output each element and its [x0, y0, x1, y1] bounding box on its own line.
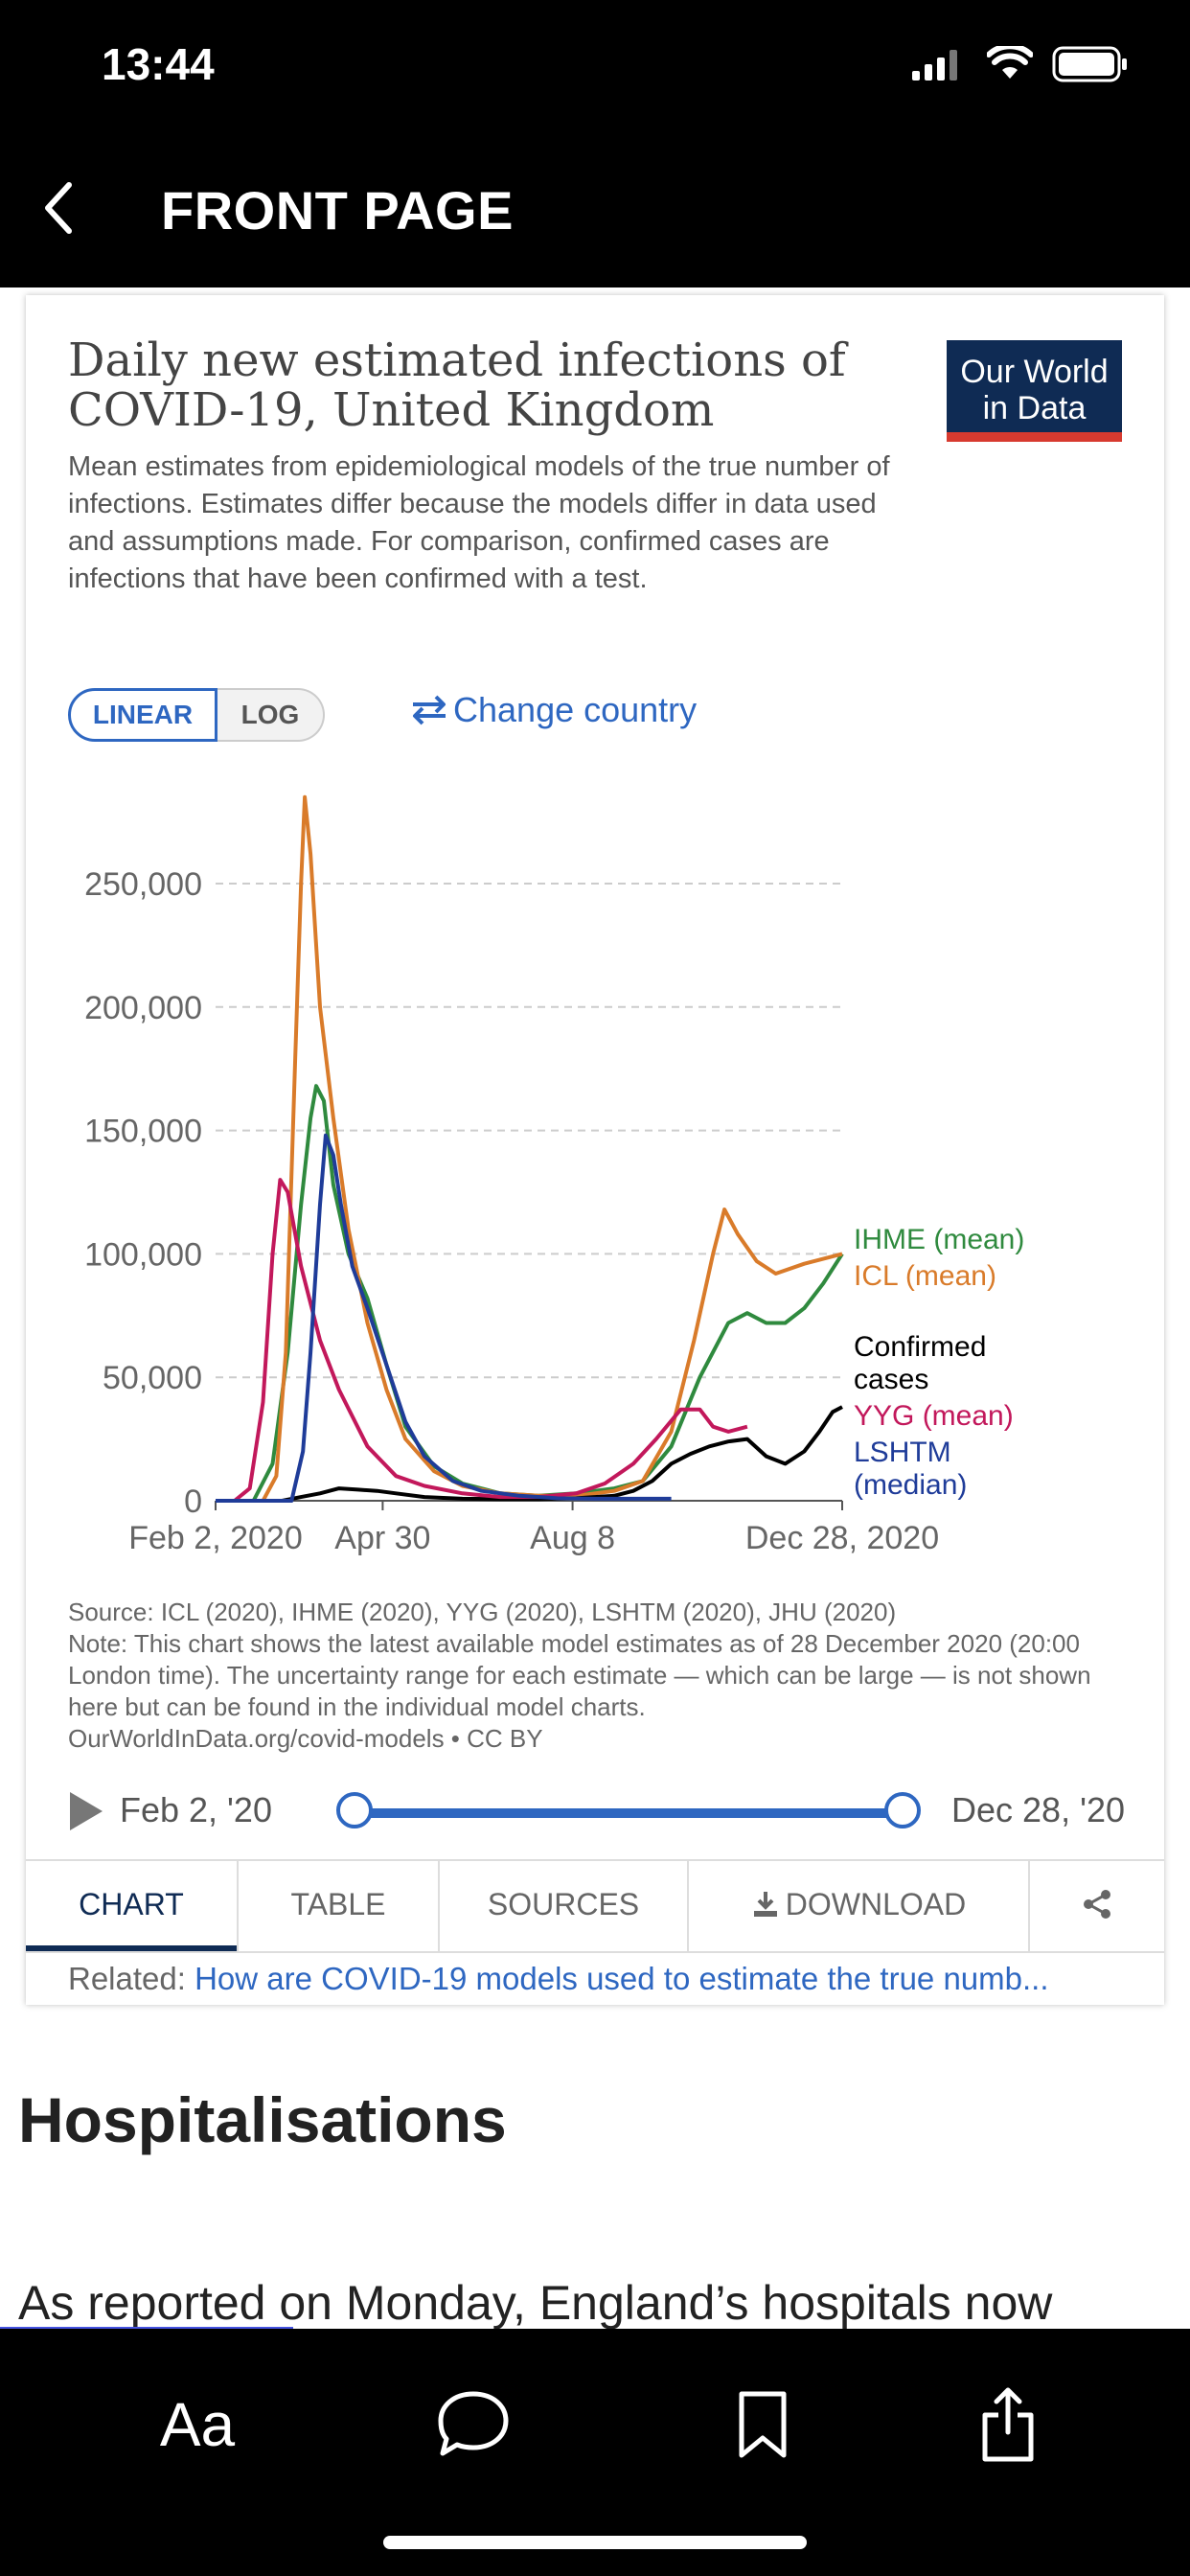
x-tick-label: Aug 8	[530, 1520, 615, 1556]
legend-label: LSHTM	[854, 1437, 951, 1468]
tab-download-label: DOWNLOAD	[785, 1887, 967, 1921]
play-icon[interactable]	[68, 1792, 103, 1830]
wifi-icon	[987, 46, 1033, 79]
chart-subtitle: Mean estimates from epidemiological mode…	[68, 451, 890, 594]
legend-label: YYG (mean)	[854, 1400, 1014, 1432]
chart-title: Daily new estimated infections of COVID-…	[68, 334, 846, 437]
series-line-confirmed-cases	[216, 1405, 843, 1503]
tab-download[interactable]: DOWNLOAD	[687, 1861, 1028, 1951]
legend-label: IHME (mean)	[854, 1224, 1024, 1255]
y-tick-label: 0	[184, 1484, 202, 1520]
x-tick-label: Dec 28, 2020	[745, 1520, 939, 1556]
bookmark-icon	[739, 2391, 787, 2458]
owid-logo-line2: in Data	[982, 390, 1087, 426]
tab-chart-label: CHART	[79, 1887, 184, 1921]
timeline-start-label: Feb 2, '20	[120, 1790, 272, 1829]
signal-icon	[912, 50, 957, 80]
swap-arrows-icon	[413, 695, 446, 725]
y-tick-label: 100,000	[84, 1236, 202, 1273]
legend-label: Confirmed	[854, 1331, 986, 1363]
y-tick-label: 200,000	[84, 990, 202, 1026]
legend-label: (median)	[854, 1469, 967, 1501]
change-country-button[interactable]: Change country	[409, 690, 697, 730]
timeline-end-handle[interactable]	[884, 1792, 921, 1828]
series-line-icl-mean	[216, 794, 843, 1503]
article-paragraph: As reported on Monday, England’s hospita…	[18, 2276, 1053, 2330]
y-tick-label: 50,000	[103, 1360, 202, 1396]
owid-logo[interactable]: Our World in Data	[947, 340, 1122, 442]
timeline-track[interactable]	[352, 1808, 898, 1818]
linear-toggle-button[interactable]: LINEAR	[68, 688, 217, 742]
share-icon	[1084, 1890, 1110, 1919]
timeline-start-handle[interactable]	[336, 1792, 373, 1828]
owid-logo-line1: Our World	[960, 354, 1109, 390]
related-link[interactable]: How are COVID-19 models used to estimate…	[195, 1961, 1049, 1996]
share-upload-icon	[982, 2387, 1034, 2462]
scale-toggle: LINEAR LOG	[68, 688, 325, 742]
status-bar: 13:44	[0, 0, 1190, 129]
bookmark-button[interactable]	[705, 2367, 820, 2482]
share-button[interactable]	[950, 2367, 1065, 2482]
back-chevron-icon[interactable]	[38, 179, 77, 237]
chart-tabs: CHART TABLE SOURCES DOWNLOAD	[26, 1859, 1164, 1953]
y-tick-label: 250,000	[84, 866, 202, 903]
source-note: Source: ICL (2020), IHME (2020), YYG (20…	[68, 1598, 1091, 1753]
change-country-label: Change country	[453, 690, 698, 729]
log-toggle-button[interactable]: LOG	[217, 688, 325, 742]
legend-label: ICL (mean)	[854, 1260, 996, 1292]
nav-bar: FRONT PAGE	[0, 129, 1190, 288]
tab-table-label: TABLE	[290, 1887, 386, 1921]
home-indicator	[383, 2536, 807, 2549]
line-chart[interactable]: 0 50,000 100,000 150,000 200,000 250,000 Feb 2…	[26, 755, 1164, 1560]
tab-chart[interactable]: CHART	[26, 1861, 237, 1951]
download-icon	[753, 1892, 777, 1917]
series-line-yyg-mean	[216, 1178, 748, 1503]
section-heading: Hospitalisations	[18, 2084, 507, 2155]
x-tick-label: Apr 30	[334, 1520, 430, 1556]
tab-sources-label: SOURCES	[487, 1887, 640, 1921]
timeline-end-label: Dec 28, '20	[951, 1790, 1125, 1829]
bottom-toolbar: Aa	[0, 2329, 1190, 2576]
y-tick-label: 150,000	[84, 1114, 202, 1150]
comment-bubble-icon	[438, 2391, 509, 2456]
related-label: Related:	[68, 1961, 186, 1996]
font-size-button[interactable]: Aa	[159, 2390, 236, 2459]
series-line-lshtm-median	[216, 1133, 672, 1503]
comments-button[interactable]	[416, 2367, 531, 2482]
timeline-slider[interactable]: Feb 2, '20 Dec 28, '20	[68, 1781, 1151, 1838]
tab-table[interactable]: TABLE	[237, 1861, 438, 1951]
chart-card: Daily new estimated infections of COVID-…	[26, 295, 1164, 2005]
legend-label: cases	[854, 1364, 928, 1395]
nav-title: FRONT PAGE	[161, 180, 514, 241]
related-line: Related: How are COVID-19 models used to…	[68, 1961, 1049, 1997]
tab-share[interactable]	[1028, 1861, 1164, 1951]
tab-sources[interactable]: SOURCES	[438, 1861, 687, 1951]
status-time: 13:44	[102, 39, 215, 89]
x-tick-label: Feb 2, 2020	[128, 1520, 302, 1556]
battery-icon	[1052, 46, 1127, 82]
